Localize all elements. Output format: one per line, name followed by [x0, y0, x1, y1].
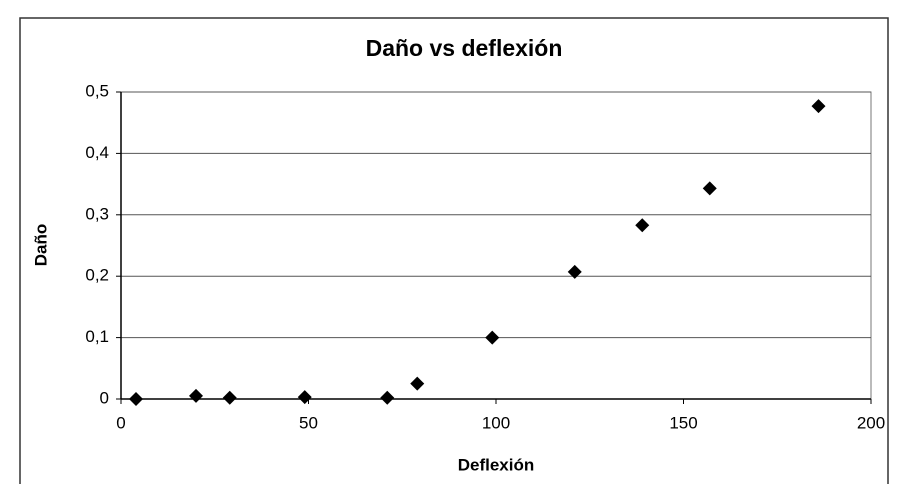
- y-tick-label: 0,2: [85, 266, 109, 285]
- x-tick-label: 150: [669, 413, 697, 432]
- y-tick-label: 0,1: [85, 327, 109, 346]
- y-axis-label: Daño: [31, 224, 50, 267]
- plot-area: [120, 91, 872, 400]
- marker: [189, 388, 203, 403]
- x-tick-label: 50: [299, 413, 318, 432]
- y-tick-label: 0: [100, 388, 109, 407]
- marker: [567, 264, 582, 279]
- marker: [702, 181, 717, 196]
- marker: [485, 330, 500, 345]
- marker: [380, 390, 395, 405]
- y-tick-label: 0,4: [85, 143, 109, 162]
- marker: [410, 376, 425, 391]
- marker: [222, 390, 237, 405]
- marker: [129, 392, 143, 406]
- y-tick-label: 0,5: [85, 81, 109, 100]
- x-tick-label: 200: [857, 413, 885, 432]
- x-tick-label: 100: [482, 413, 510, 432]
- chart-title: Daño vs deflexión: [366, 35, 563, 61]
- x-tick-label: 0: [116, 413, 125, 432]
- marker: [635, 218, 650, 233]
- marker: [811, 99, 826, 114]
- y-tick-label: 0,3: [85, 204, 109, 223]
- x-axis-label: Deflexión: [458, 455, 535, 474]
- marker: [297, 390, 312, 405]
